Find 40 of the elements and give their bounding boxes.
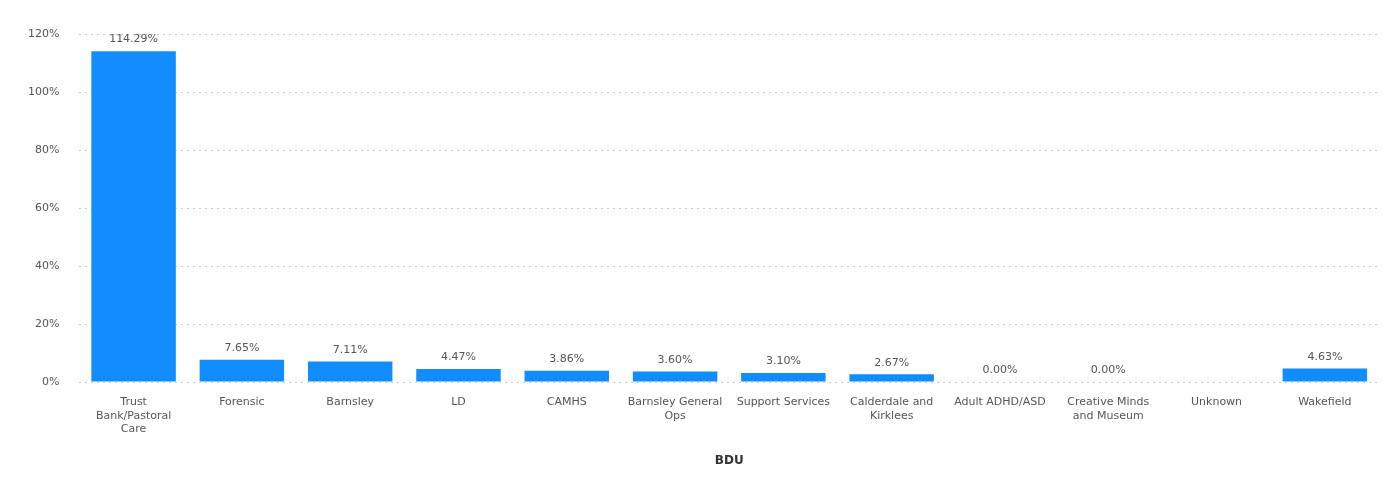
data-label: 3.60% xyxy=(657,352,693,366)
bar xyxy=(199,359,285,382)
y-tick-label: 20% xyxy=(34,316,60,330)
y-tick-label: 60% xyxy=(34,201,60,215)
bar xyxy=(307,361,393,382)
x-tick-label: Forensic xyxy=(219,395,265,409)
x-tick-label: Support Services xyxy=(736,395,831,409)
y-tick-label: 80% xyxy=(34,143,60,157)
x-tick-label: Unknown xyxy=(1191,395,1243,409)
x-axis-title: BDU xyxy=(714,452,744,467)
data-label: 3.10% xyxy=(765,354,801,368)
x-tick-label: Wakefield xyxy=(1298,395,1352,409)
x-tick-label: Creative Minds and Museum xyxy=(1067,395,1150,422)
data-label: 7.65% xyxy=(224,341,260,355)
x-tick-label: CAMHS xyxy=(546,395,587,409)
bar xyxy=(632,371,718,382)
x-tick-label: LD xyxy=(451,395,466,409)
bar xyxy=(524,370,610,382)
data-label: 4.47% xyxy=(441,350,476,364)
x-tick-label: Barnsley General Ops xyxy=(627,395,723,422)
data-label: 4.63% xyxy=(1307,349,1343,363)
data-label: 0.00% xyxy=(1090,363,1126,377)
y-tick-label: 120% xyxy=(27,27,60,41)
bar xyxy=(741,373,826,382)
x-tick-label: Adult ADHD/ASD xyxy=(954,395,1046,409)
bar xyxy=(1282,368,1368,382)
bar xyxy=(91,51,176,382)
x-tick-label: Trust Bank/Pastoral Care xyxy=(95,395,172,435)
bar xyxy=(416,369,501,382)
x-tick-label: Calderdale and Kirklees xyxy=(850,395,934,422)
data-label: 114.29% xyxy=(109,32,159,46)
data-label: 3.86% xyxy=(549,352,585,366)
bar xyxy=(849,374,934,382)
data-label: 7.11% xyxy=(332,342,368,356)
y-tick-label: 40% xyxy=(34,259,60,273)
x-tick-label: Barnsley xyxy=(326,395,375,409)
data-label: 2.67% xyxy=(874,355,910,369)
y-tick-label: 100% xyxy=(27,85,60,99)
data-label: 0.00% xyxy=(982,363,1018,377)
y-tick-label: 0% xyxy=(41,374,60,388)
